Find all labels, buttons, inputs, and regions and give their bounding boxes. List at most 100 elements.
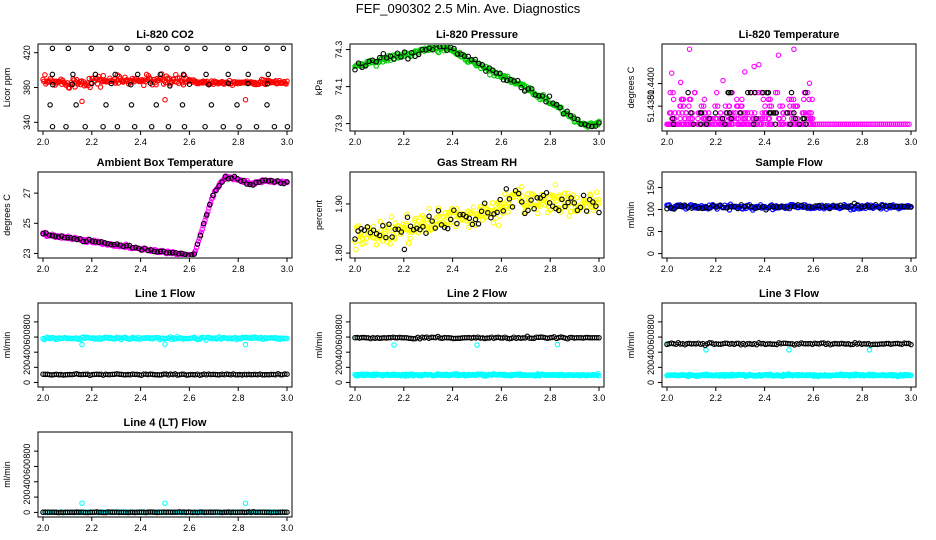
data-point [788, 89, 795, 96]
data-point [185, 252, 191, 257]
data-point [117, 242, 123, 248]
data-point [847, 341, 854, 348]
data-point [703, 121, 710, 127]
y-axis-label: ml/min [626, 332, 636, 359]
data-point [284, 179, 290, 185]
data-point [167, 83, 173, 89]
y-tick-label: 1.80 [334, 244, 344, 262]
data-point [685, 89, 691, 96]
data-point [197, 232, 204, 239]
x-tick-label: 2.8 [856, 393, 869, 403]
data-point [705, 110, 712, 116]
data-point [730, 121, 736, 127]
data-point [564, 190, 571, 197]
chart-panel-1: Li-820 CO2 Licor ppm 2.0 2.2 2.4 2.6 2.8 3.0 340… [2, 29, 293, 147]
data-point [444, 47, 450, 53]
data-point [220, 123, 227, 130]
data-point [355, 60, 362, 66]
x-tick-label: 2.2 [398, 393, 411, 403]
data-points [40, 500, 290, 516]
data-point [70, 71, 76, 78]
data-point [703, 204, 709, 211]
x-tick-label: 3.0 [905, 264, 918, 274]
data-point [151, 248, 157, 255]
data-point [264, 81, 271, 87]
data-point [568, 195, 574, 201]
data-point [554, 341, 561, 348]
data-point [766, 204, 773, 210]
data-point [284, 123, 291, 130]
data-point [706, 205, 713, 211]
x-tick-label: 2.4 [134, 393, 147, 403]
data-point [388, 214, 395, 220]
data-point [670, 115, 676, 122]
data-point [225, 71, 231, 78]
data-point [63, 123, 69, 130]
data-point [404, 211, 410, 218]
y-tick-label: 200 [334, 360, 344, 375]
data-point [745, 115, 752, 122]
x-tick-label: 2.8 [232, 264, 245, 274]
data-point [546, 200, 553, 206]
data-point [377, 54, 383, 61]
data-point [823, 203, 829, 209]
data-point [157, 248, 164, 255]
data-point [790, 96, 797, 103]
data-point [677, 103, 684, 109]
data-point [504, 77, 510, 83]
data-point [695, 115, 701, 122]
data-point [685, 115, 692, 122]
data-point [394, 50, 401, 56]
data-point [760, 96, 767, 103]
data-point [672, 110, 678, 116]
data-point [490, 220, 497, 226]
x-tick-label: 2.8 [856, 137, 869, 147]
data-point [772, 121, 779, 127]
data-point [405, 240, 412, 247]
y-tick-label: 800 [334, 314, 344, 329]
data-point [242, 341, 249, 348]
series-subset [670, 89, 809, 127]
data-point [527, 200, 533, 206]
data-point [529, 86, 535, 92]
data-point [682, 115, 688, 122]
data-point [213, 187, 219, 194]
data-point [206, 81, 212, 88]
data-point [97, 84, 104, 90]
data-point [696, 121, 702, 127]
data-point [194, 241, 201, 247]
data-point [773, 110, 780, 116]
data-point [203, 71, 209, 78]
data-point [490, 67, 496, 73]
data-point [796, 121, 803, 127]
data-point [415, 51, 422, 58]
data-point [385, 224, 392, 231]
y-tick-label: 73.9 [334, 115, 344, 133]
data-point [531, 205, 537, 212]
data-point [404, 214, 411, 220]
x-tick-label: 2.4 [758, 137, 771, 147]
data-point [253, 179, 259, 186]
data-point [872, 201, 879, 208]
data-point [387, 241, 393, 247]
data-point [192, 248, 199, 254]
plot-frame [349, 302, 605, 388]
x-tick-label: 2.0 [661, 264, 674, 274]
data-point [203, 212, 210, 218]
x-tick-label: 3.0 [905, 393, 918, 403]
data-point [778, 121, 785, 127]
data-point [808, 115, 814, 122]
chart-panel-3: Li-820 Temperature degrees C 2.0 2.2 2.4 2.6 2… [626, 29, 917, 147]
series-points [40, 71, 290, 105]
data-point [788, 96, 795, 103]
data-point [594, 334, 600, 341]
data-point [726, 110, 733, 116]
data-point [578, 121, 585, 127]
data-point [525, 86, 532, 92]
data-point [392, 226, 398, 233]
data-point [494, 209, 500, 216]
y-tick-label: 0 [22, 510, 32, 515]
data-point [550, 201, 556, 207]
data-point [792, 103, 799, 109]
x-tick-label: 2.8 [232, 523, 245, 533]
